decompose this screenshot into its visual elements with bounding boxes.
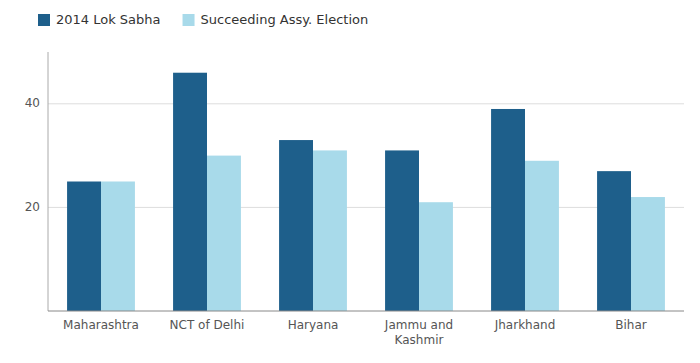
bar	[313, 150, 347, 311]
bar	[597, 171, 631, 311]
legend: 2014 Lok Sabha Succeeding Assy. Election	[38, 12, 368, 27]
grid-line	[48, 103, 684, 104]
bar	[279, 140, 313, 311]
bar	[67, 182, 101, 312]
bar	[101, 182, 135, 312]
y-axis-line	[48, 52, 49, 311]
y-tick-label: 20	[25, 200, 40, 214]
x-tick-label: Jammu andKashmir	[384, 318, 453, 347]
x-tick-label: Jharkhand	[494, 318, 556, 332]
x-axis-line	[48, 311, 684, 312]
x-tick-label-line: Jammu and	[384, 318, 453, 332]
x-tick-label-line: Haryana	[288, 318, 339, 332]
grid	[48, 104, 684, 208]
legend-swatch	[38, 14, 50, 26]
bar	[525, 161, 559, 311]
x-tick-label: Haryana	[288, 318, 339, 332]
x-tick-label-line: NCT of Delhi	[170, 318, 245, 332]
chart-container: 20 40 Maharashtra NCT of Delhi Haryana Jammu …	[0, 0, 700, 363]
x-tick-label-line: Jharkhand	[494, 318, 556, 332]
bar	[419, 202, 453, 311]
x-tick-label: NCT of Delhi	[170, 318, 245, 332]
bar	[631, 197, 665, 311]
legend-label: Succeeding Assy. Election	[201, 12, 369, 27]
x-tick-label-line: Kashmir	[395, 333, 444, 347]
bar	[207, 156, 241, 311]
y-tick-label: 40	[25, 96, 40, 110]
legend-swatch	[183, 14, 195, 26]
x-tick-label-line: Bihar	[615, 318, 647, 332]
bar	[385, 150, 419, 311]
legend-label: 2014 Lok Sabha	[56, 12, 161, 27]
chart-svg: 20 40 Maharashtra NCT of Delhi Haryana Jammu …	[0, 0, 700, 363]
bar	[173, 73, 207, 311]
x-tick-label-line: Maharashtra	[63, 318, 139, 332]
grid-line	[48, 207, 684, 208]
x-tick-label: Maharashtra	[63, 318, 139, 332]
x-tick-label: Bihar	[615, 318, 647, 332]
bars	[67, 73, 665, 311]
bar	[491, 109, 525, 311]
